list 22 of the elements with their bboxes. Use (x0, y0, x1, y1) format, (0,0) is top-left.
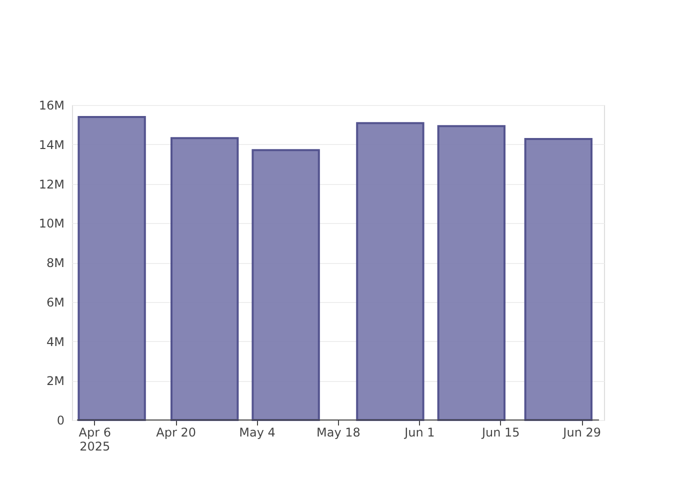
y-tick-label: 10M (38, 216, 64, 231)
y-tick-label: 2M (46, 374, 64, 388)
x-tick-label: Apr 20 (156, 426, 196, 440)
x-tick-label: Apr 6 2025 (78, 426, 112, 454)
x-tick-label: Jun 1 (404, 426, 435, 440)
bar (170, 137, 239, 421)
y-tick-label: 0 (56, 414, 64, 428)
y-tick-label: 4M (46, 334, 64, 349)
y-tick-label: 12M (38, 177, 64, 192)
y-tick-label: 6M (46, 295, 64, 310)
bar (524, 138, 592, 421)
bar (78, 116, 146, 421)
y-tick-label: 8M (46, 256, 64, 270)
bar (437, 125, 506, 421)
bar (356, 122, 424, 421)
x-tick-label: May 18 (316, 426, 360, 440)
y-tick-label: 16M (38, 98, 64, 112)
x-tick-label: Jun 15 (480, 426, 520, 440)
bar (252, 149, 320, 421)
x-tick-label: Jun 29 (562, 426, 602, 440)
y-tick-label: 14M (38, 138, 64, 152)
x-tick-label: May 4 (239, 426, 276, 440)
